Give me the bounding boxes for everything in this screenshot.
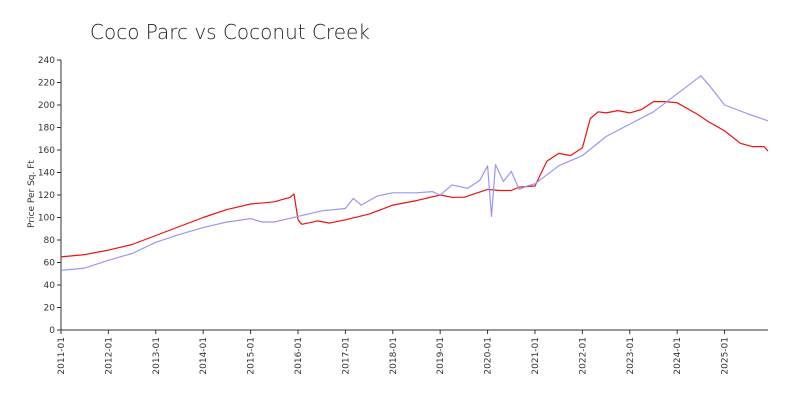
y-tick-label: 40 [44,281,56,291]
y-tick-label: 140 [38,169,55,179]
chart-title: Coco Parc vs Coconut Creek [90,20,370,44]
plot-area: 0 20 40 60 80 100 120 140 160 180 200 220 240 2011-01… [38,56,769,375]
y-tick-label: 20 [44,304,56,314]
y-tick-label: 100 [38,214,55,224]
x-tick-label: 2022-01 [578,337,588,375]
x-tick-label: 2025-01 [721,337,731,375]
x-tick-label: 2019-01 [436,337,446,375]
x-tick-label: 2021-01 [531,337,541,375]
x-tick-label: 2015-01 [247,337,257,375]
x-tick-label: 2020-01 [484,337,494,375]
x-tick-label: 2024-01 [673,337,683,375]
x-tick-label: 2016-01 [294,337,304,375]
x-tick-label: 2012-01 [104,337,114,375]
x-tick-label: 2013-01 [152,337,162,375]
y-tick-label: 240 [38,56,55,66]
y-tick-label: 220 [38,79,55,89]
x-tick-label: 2018-01 [389,337,399,375]
series-line-2 [60,75,769,271]
y-tick-label: 120 [38,191,55,201]
y-axis-title: Price Per Sq. Ft [27,160,37,228]
y-tick-label: 0 [49,326,55,336]
y-tick-label: 200 [38,101,55,111]
x-tick-label: 2011-01 [57,337,67,375]
x-tick-label: 2014-01 [199,337,209,375]
y-tick-label: 180 [38,124,55,134]
series-line-1 [60,100,769,258]
y-tick-label: 60 [44,259,56,269]
x-tick-label: 2023-01 [626,337,636,375]
y-tick-label: 80 [44,236,56,246]
x-tick-label: 2017-01 [341,337,351,375]
y-tick-label: 160 [38,146,55,156]
